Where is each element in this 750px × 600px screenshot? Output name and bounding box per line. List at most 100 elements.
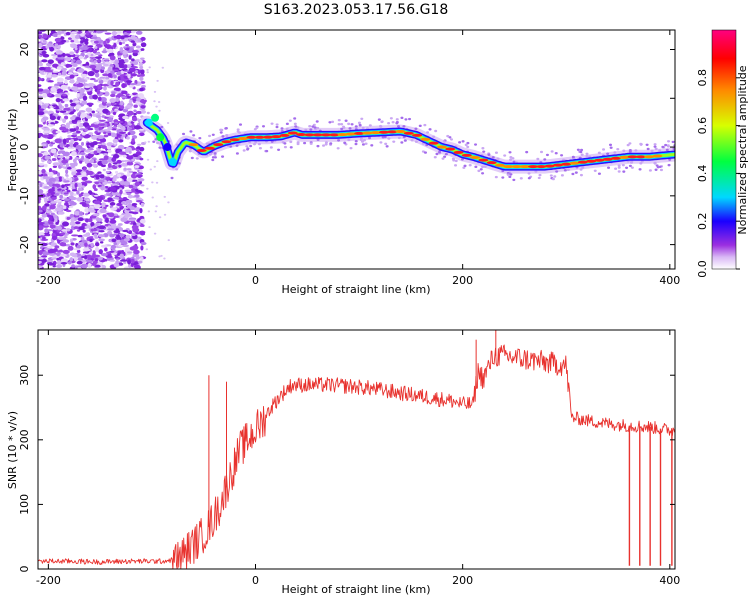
- spectrogram-halo-cell: [410, 139, 414, 142]
- spectrogram-noise-cell: [116, 159, 122, 164]
- spectrogram-noise-cell: [86, 102, 94, 106]
- spectrogram-noise-cell: [103, 134, 109, 138]
- spectrogram-noise-cell: [104, 32, 112, 35]
- spectrogram-noise-cell: [155, 105, 158, 108]
- spectrogram-noise-cell: [116, 120, 124, 124]
- spectrogram-noise-cell: [106, 251, 112, 255]
- spectrogram-noise-cell: [110, 93, 116, 98]
- spectrogram-noise-cell: [98, 249, 103, 255]
- spectrogram-noise-cell: [46, 43, 52, 47]
- spectrogram-noise-cell: [69, 79, 75, 84]
- spectrogram-noise-cell: [160, 254, 163, 257]
- spectrogram-noise-cell: [80, 141, 85, 146]
- spectrogram-halo-cell: [508, 151, 512, 154]
- spectrogram-noise-cell: [126, 168, 132, 171]
- spectrogram-noise-cell: [45, 210, 53, 214]
- spectrogram-halo-cell: [511, 157, 515, 160]
- spectrogram-noise-cell: [38, 186, 41, 189]
- snr-y-tick-label: 100: [18, 494, 31, 515]
- spectrogram-noise-cell: [80, 73, 88, 78]
- spectrogram-noise-cell: [55, 130, 61, 134]
- spectrogram-halo-cell: [289, 140, 293, 144]
- spectrogram-noise-cell: [82, 93, 87, 96]
- spectrogram-halo-cell: [461, 140, 465, 143]
- spectrogram-peak-cell: [602, 157, 613, 161]
- spectrogram-halo-cell: [296, 126, 300, 129]
- spectrogram-halo-cell: [597, 151, 601, 155]
- spectrogram-halo-cell: [219, 131, 223, 134]
- snr-plot-frame: [37, 329, 676, 570]
- spectrogram-noise-cell: [38, 66, 46, 71]
- spectrogram-noise-cell: [102, 168, 106, 172]
- spectrogram-halo-cell: [343, 141, 347, 145]
- spectrogram-halo-cell: [458, 141, 462, 144]
- spectrogram-noise-cell: [67, 134, 72, 138]
- spectrogram-noise-cell: [75, 80, 79, 84]
- spectrogram-halo-cell: [316, 126, 320, 130]
- spectrogram-noise-cell: [108, 52, 115, 57]
- spectrogram-noise-cell: [54, 199, 62, 203]
- spectrogram-noise-cell: [76, 93, 80, 98]
- spectrogram-noise-cell: [93, 150, 98, 155]
- spectrogram-noise-cell: [104, 217, 109, 223]
- spectrogram-noise-cell: [57, 211, 65, 215]
- spectrogram-noise-cell: [109, 55, 116, 61]
- spectrogram-noise-cell: [56, 88, 64, 93]
- spectrogram-noise-cell: [62, 239, 70, 243]
- spectrogram-noise-cell: [116, 250, 124, 253]
- spectrogram-noise-cell: [158, 216, 162, 219]
- spectrogram-noise-cell: [38, 257, 44, 260]
- spectrogram-noise-cell: [115, 81, 120, 87]
- spectrogram-noise-cell: [113, 87, 121, 92]
- spectrogram-noise-cell: [45, 247, 51, 250]
- spectrogram-peak-cell: [271, 135, 282, 139]
- spectrogram-noise-cell: [136, 174, 143, 178]
- spectrogram-noise-cell: [139, 157, 144, 161]
- spectrogram-halo-cell: [280, 127, 284, 130]
- spectrogram-x-tick-label: 0: [252, 274, 259, 287]
- spectrogram-noise-cell: [57, 188, 62, 191]
- spectrogram-noise-cell: [91, 135, 99, 140]
- spectrogram-noise-cell: [111, 30, 117, 36]
- spectrogram-noise-cell: [157, 100, 161, 103]
- spectrogram-halo-cell: [512, 160, 516, 163]
- spectrogram-noise-cell: [127, 73, 131, 79]
- spectrogram-noise-cell: [74, 256, 78, 262]
- spectrogram-noise-cell: [65, 31, 71, 36]
- spectrogram-noise-cell: [119, 113, 124, 116]
- spectrogram-noise-cell: [104, 44, 112, 49]
- spectrogram-halo-cell: [396, 125, 400, 128]
- spectrogram-halo-cell: [403, 139, 407, 142]
- spectrogram-noise-cell: [113, 69, 119, 72]
- spectrogram-noise-cell: [84, 149, 91, 153]
- spectrogram-noise-cell: [74, 178, 79, 181]
- snr-y-tick-label: 0: [18, 566, 31, 573]
- spectrogram-noise-cell: [75, 59, 82, 65]
- spectrogram-noise-cell: [106, 122, 110, 128]
- spectrogram-noise-cell: [64, 53, 71, 57]
- spectrogram-noise-cell: [52, 265, 56, 268]
- spectrogram-noise-cell: [38, 209, 43, 213]
- spectrogram-noise-cell: [74, 47, 78, 51]
- spectrogram-noise-cell: [127, 194, 134, 199]
- spectrogram-noise-cell: [71, 189, 78, 192]
- spectrogram-noise-cell: [100, 202, 107, 208]
- spectrogram-noise-cell: [38, 43, 43, 48]
- spectrogram-noise-cell: [95, 114, 102, 119]
- spectrogram-noise-cell: [107, 73, 112, 78]
- spectrogram-peak-cell: [312, 133, 323, 137]
- spectrogram-noise-cell: [88, 104, 93, 107]
- spectrogram-peak-cell: [151, 113, 160, 122]
- spectrogram-noise-cell: [42, 39, 47, 43]
- spectrogram-noise-cell: [64, 79, 68, 85]
- spectrogram-noise-cell: [81, 185, 85, 189]
- spectrogram-noise-cell: [161, 66, 165, 69]
- spectrogram-halo-cell: [395, 121, 399, 125]
- spectrogram-noise-cell: [96, 89, 101, 95]
- spectrogram-noise-cell: [130, 40, 135, 43]
- spectrogram-noise-cell: [136, 222, 141, 227]
- spectrogram-peak-cell: [320, 133, 331, 137]
- spectrogram-noise-cell: [60, 262, 68, 265]
- spectrogram-noise-cell: [69, 74, 75, 79]
- spectrogram-peak-cell: [378, 130, 389, 134]
